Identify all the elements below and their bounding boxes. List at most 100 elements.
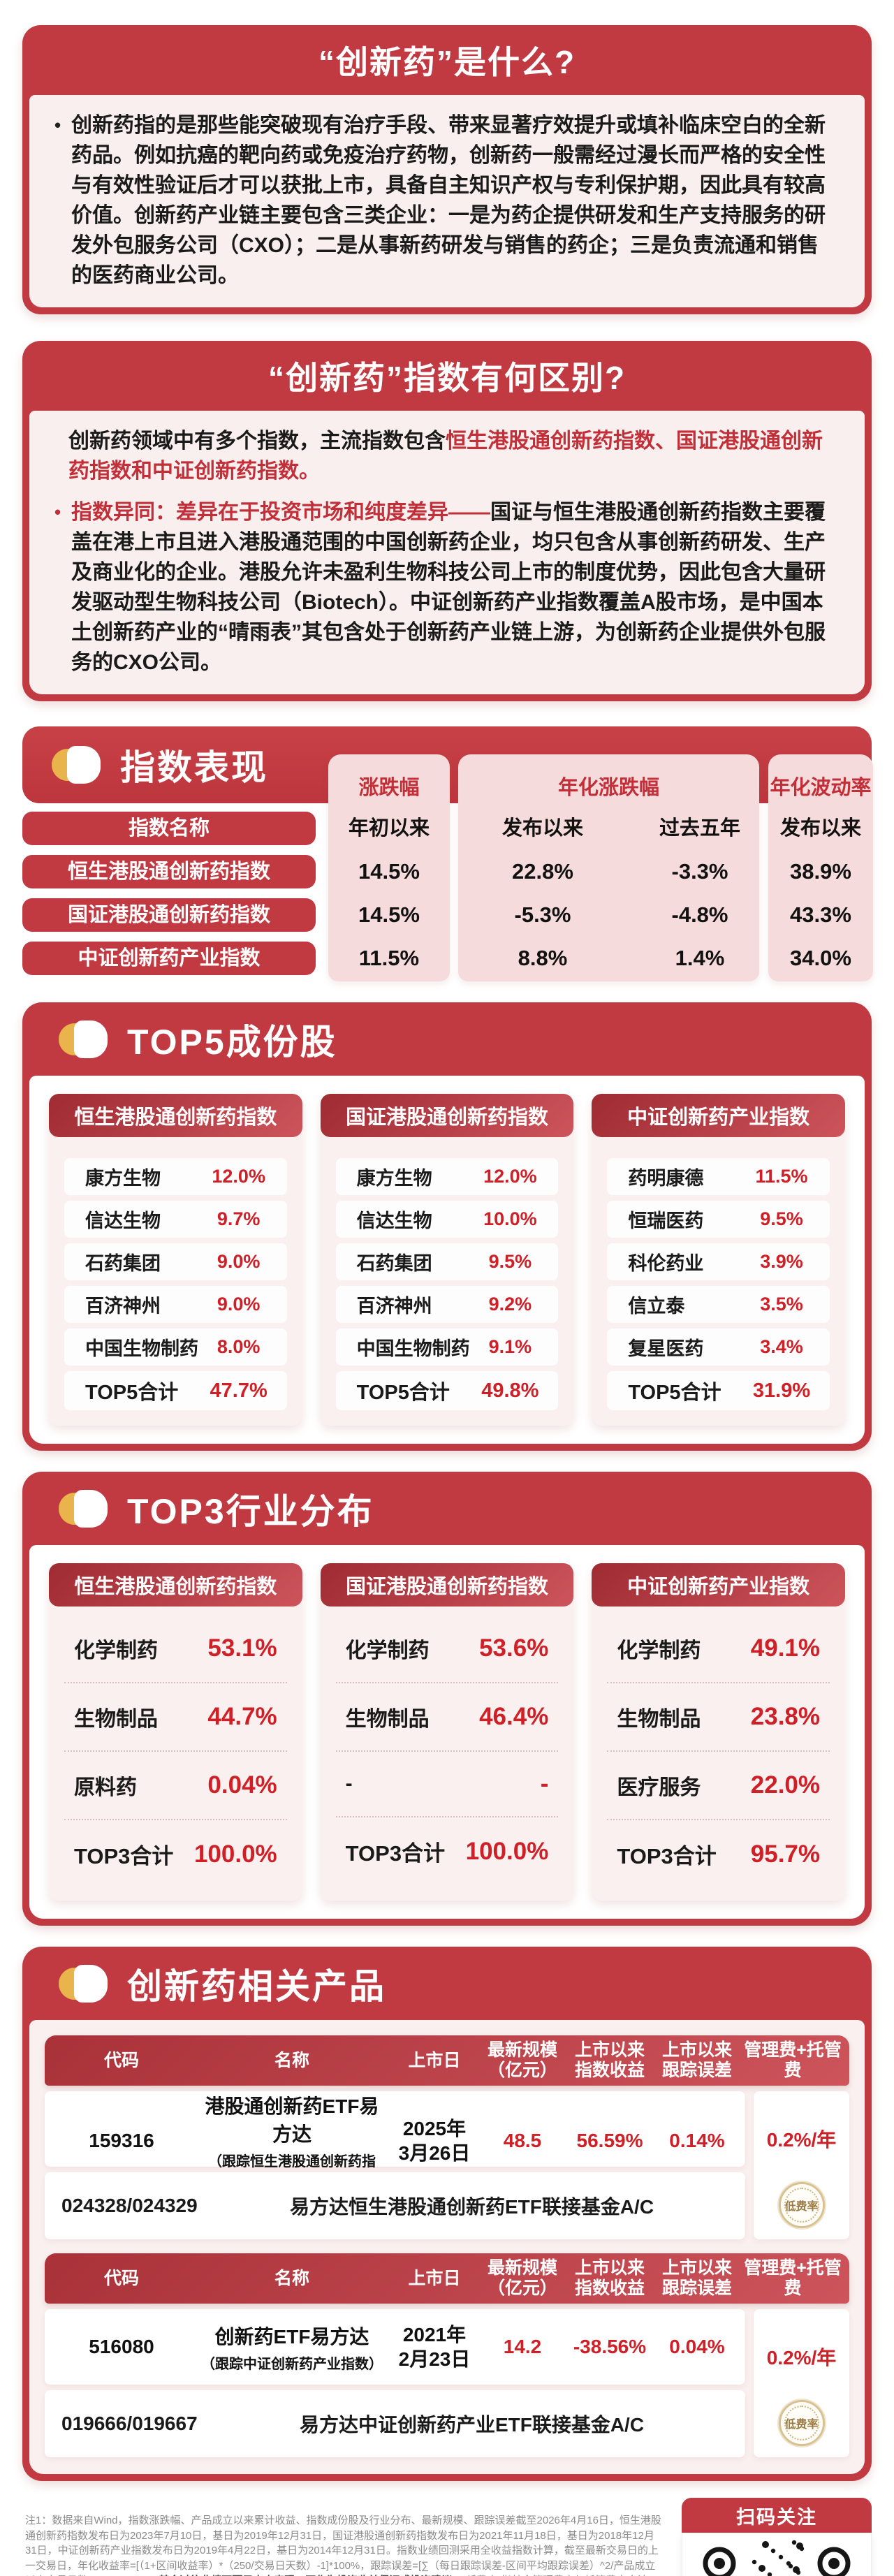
stock-row: 信达生物 9.7% xyxy=(64,1201,287,1238)
qr-card: S xyxy=(682,2533,872,2576)
industry-row: 医疗服务 22.0% xyxy=(607,1752,830,1820)
capsule-icon xyxy=(52,746,102,784)
ytd-value: 14.5% xyxy=(358,902,420,927)
stock-row: 石药集团 9.5% xyxy=(335,1243,559,1280)
top5-title: TOP5成份股 xyxy=(127,1022,337,1062)
etf-code: 516080 xyxy=(89,2336,154,2357)
note-1-bold: 基金过往业绩不预示未来表现，不作为投资收益保证或投资建议。 xyxy=(159,2575,462,2576)
col-fee: 管理费+托管费 xyxy=(744,2040,842,2080)
performance-row: 恒生港股通创新药指数 14.5% 22.8% -3.3% 38.9% xyxy=(22,855,872,888)
top5-card-csi: 中证创新药产业指数 药明康德 11.5% 恒瑞医药 9.5% 科伦药业 3.9% 信立… xyxy=(592,1094,846,1426)
section-index-difference-body: 创新药领域中有多个指数，主流指数包含恒生港股通创新药指数、国证港股通创新药指数和… xyxy=(29,411,865,694)
footer: 注1：数据来自Wind，指数涨跌幅、产品成立以来累计收益、指数成份股及行业分布、… xyxy=(0,2481,894,2576)
products-title: 创新药相关产品 xyxy=(127,1966,386,2006)
industry-row: 化学制药 53.6% xyxy=(335,1615,559,1683)
subheader-since-launch: 发布以来 xyxy=(501,817,583,840)
stock-name: 复星医药 xyxy=(628,1338,704,1359)
total-value: 100.0% xyxy=(193,1840,277,1868)
industry-name: - xyxy=(345,1772,353,1795)
fee-value: 0.2%/年 xyxy=(766,2129,837,2151)
index-overview-red: 恒生港股通创新药指数、国证港股通创新药指数和中证创新药指数。 xyxy=(68,430,823,483)
industry-weight: - xyxy=(540,1770,549,1797)
etf-index-return: -38.56% xyxy=(573,2336,647,2357)
industry-row: 生物制品 46.4% xyxy=(335,1683,559,1752)
since-launch-value: 22.8% xyxy=(512,859,573,884)
industry-weight: 53.1% xyxy=(207,1634,277,1662)
industry-weight: 23.8% xyxy=(750,1703,821,1730)
section-what-is: “创新药”是什么? • 创新药指的是那些能突破现有治疗手段、带来显著疗效提升或填补… xyxy=(22,25,872,314)
stock-weight: 9.0% xyxy=(217,1294,261,1315)
index-name-header: 指数名称 xyxy=(22,812,316,845)
top3-total-row: TOP3合计 100.0% xyxy=(64,1820,287,1888)
etf-row: 159316 港股通创新药ETF易方达（跟踪恒生港股通创新药指数） 2025年3… xyxy=(45,2091,745,2190)
stock-weight: 9.2% xyxy=(488,1294,532,1315)
col-scale: 最新规模 （亿元） xyxy=(487,2040,557,2080)
feeder-fund-row: 024328/024329 易方达恒生港股通创新药ETF联接基金A/C xyxy=(45,2172,745,2239)
stock-name: 中国生物制药 xyxy=(85,1338,198,1359)
industry-name: 原料药 xyxy=(74,1776,137,1799)
industry-row: 化学制药 53.1% xyxy=(64,1615,287,1683)
performance-title: 指数表现 xyxy=(120,748,268,787)
stock-row: 百济神州 9.0% xyxy=(64,1286,287,1323)
subheader-ytd: 年初以来 xyxy=(348,817,430,840)
feeder-code: 019666/019667 xyxy=(61,2413,198,2434)
total-value: 95.7% xyxy=(750,1840,821,1868)
low-fee-badge-icon: 低费率 xyxy=(778,2182,825,2228)
top5-card-header: 恒生港股通创新药指数 xyxy=(49,1094,302,1137)
column-group-annualized-change: 年化涨跌幅 xyxy=(458,754,759,981)
total-value: 31.9% xyxy=(752,1379,811,1402)
etf-list-date: 2021年 2月23日 xyxy=(398,2324,471,2370)
section-what-is-title: “创新药”是什么? xyxy=(318,44,576,80)
top5-total-row: TOP5合计 47.7% xyxy=(64,1371,287,1410)
capsule-icon xyxy=(59,1489,109,1528)
stock-weight: 12.0% xyxy=(483,1166,537,1187)
total-value: 47.7% xyxy=(210,1379,268,1402)
note-1: 注1：数据来自Wind，指数涨跌幅、产品成立以来累计收益、指数成份股及行业分布、… xyxy=(25,2513,662,2576)
low-fee-badge-icon: 低费率 xyxy=(778,2400,825,2446)
subheader-vol-since-launch: 发布以来 xyxy=(779,817,861,840)
industry-name: 化学制药 xyxy=(74,1639,158,1662)
stock-name: 药明康德 xyxy=(628,1168,704,1189)
products-banner: 创新药相关产品 xyxy=(29,1947,865,2020)
stock-name: 信达生物 xyxy=(85,1210,161,1231)
total-value: 100.0% xyxy=(465,1837,549,1865)
column-group-change-label: 涨跌幅 xyxy=(358,777,420,799)
col-error: 上市以来 跟踪误差 xyxy=(661,2258,732,2298)
stock-row: 中国生物制药 9.1% xyxy=(335,1329,559,1366)
note-1-text: 注1：数据来自Wind，指数涨跌幅、产品成立以来累计收益、指数成份股及行业分布、… xyxy=(25,2515,661,2576)
top5-body: 恒生港股通创新药指数 康方生物 12.0% 信达生物 9.7% 石药集团 9.0% 百… xyxy=(29,1076,865,1444)
top3-card-csi: 中证创新药产业指数 化学制药 49.1% 生物制品 23.8% 医疗服务 22.0% … xyxy=(592,1563,846,1901)
col-return: 上市以来 指数收益 xyxy=(574,2258,645,2298)
top3-card-hsi: 恒生港股通创新药指数 化学制药 53.1% 生物制品 44.7% 原料药 0.04% … xyxy=(49,1563,302,1901)
bullet-dot-icon: • xyxy=(54,115,61,136)
section-index-difference-title: “创新药”指数有何区别? xyxy=(268,360,626,396)
capsule-icon xyxy=(59,1020,109,1058)
stock-name: 百济神州 xyxy=(356,1296,432,1317)
section-top3-industries: TOP3行业分布 恒生港股通创新药指数 化学制药 53.1% 生物制品 44.7% … xyxy=(22,1472,872,1926)
since-launch-value: 8.8% xyxy=(518,946,568,970)
stock-weight: 8.0% xyxy=(217,1336,261,1357)
stock-row: 康方生物 12.0% xyxy=(335,1158,559,1195)
stock-row: 信立泰 3.5% xyxy=(607,1286,830,1323)
section-what-is-body: • 创新药指的是那些能突破现有治疗手段、带来显著疗效提升或填补临床空白的全新药品。… xyxy=(29,95,865,307)
top3-title: TOP3行业分布 xyxy=(127,1491,374,1531)
stock-weight: 9.5% xyxy=(488,1251,532,1272)
col-date: 上市日 xyxy=(408,2050,461,2070)
fee-column: 0.2%/年 低费率 xyxy=(754,2309,849,2457)
stock-weight: 9.0% xyxy=(217,1251,261,1272)
col-code: 代码 xyxy=(103,2050,139,2070)
column-group-annualized-volatility: 年化波动率 xyxy=(768,754,873,981)
etf-list-date: 2025年 3月26日 xyxy=(398,2118,471,2164)
ytd-value: 14.5% xyxy=(358,859,420,884)
stock-name: 石药集团 xyxy=(356,1253,432,1274)
index-name: 中证创新药产业指数 xyxy=(22,942,316,975)
etf-tracking-error: 0.04% xyxy=(669,2336,725,2357)
top5-card-hsi: 恒生港股通创新药指数 康方生物 12.0% 信达生物 9.7% 石药集团 9.0% 百… xyxy=(49,1094,302,1426)
col-name: 名称 xyxy=(274,2268,309,2288)
volatility-value: 38.9% xyxy=(790,859,851,884)
index-compare-lead: 指数异同：差异在于投资市场和纯度差异—— xyxy=(71,501,490,524)
col-error: 上市以来 跟踪误差 xyxy=(661,2040,732,2080)
performance-row: 国证港股通创新药指数 14.5% -5.3% -4.8% 43.3% xyxy=(22,898,872,932)
section-top5-constituents: TOP5成份股 恒生港股通创新药指数 康方生物 12.0% 信达生物 9.7% 石药… xyxy=(22,1002,872,1451)
